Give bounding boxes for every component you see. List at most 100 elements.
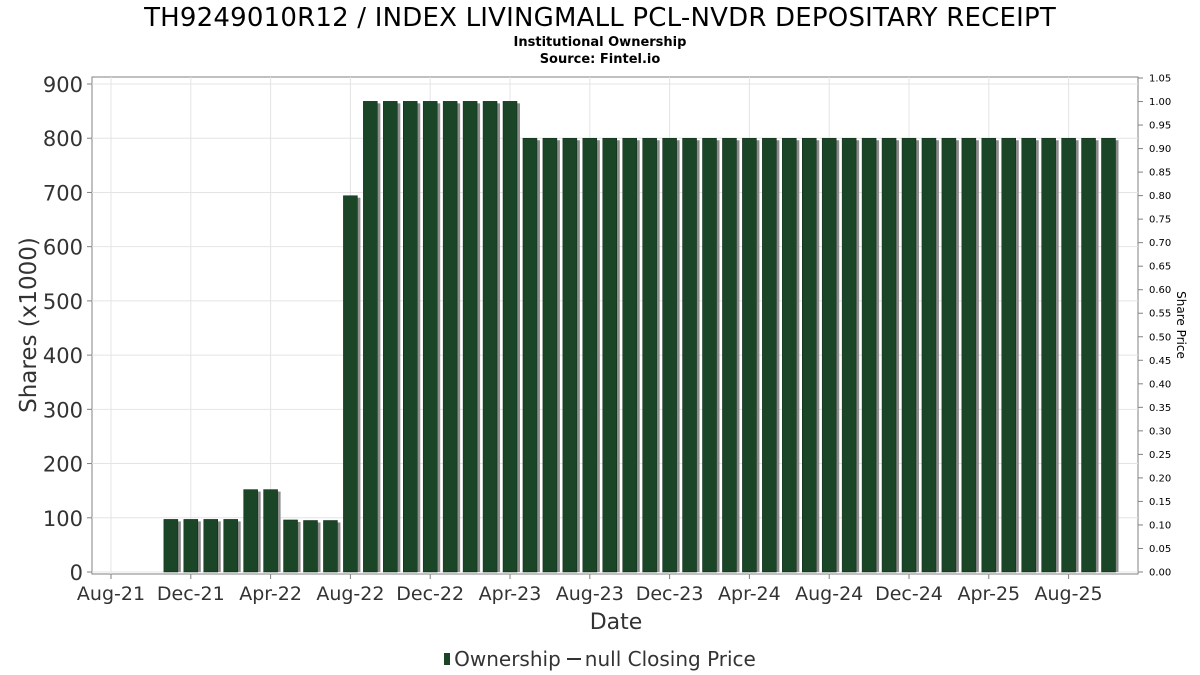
y-tick-label: 700	[43, 181, 83, 205]
legend-ownership-label: Ownership	[454, 647, 561, 671]
x-tick-label: Apr-23	[479, 583, 542, 605]
ownership-bar	[841, 137, 857, 573]
y2-tick-label: 0.45	[1149, 356, 1171, 367]
ownership-bar	[263, 489, 278, 573]
legend-price-label: null Closing Price	[584, 647, 756, 671]
y2-tick-label: 0.20	[1149, 473, 1171, 484]
ownership-bar	[921, 137, 937, 573]
y2-tick-label: 0.35	[1149, 403, 1171, 414]
y-axis-right: 0.00 0.05 0.10 0.15 0.20 0.25 0.30 0.35 0.40 0.45…	[1138, 74, 1171, 579]
y2-tick-label: 0.05	[1149, 544, 1171, 555]
x-axis: Aug-21 Dec-21 Apr-22 Aug-22 Dec-22 Apr-23 Aug-…	[77, 574, 1103, 605]
ownership-bar	[283, 519, 298, 573]
ownership-bar	[1021, 137, 1036, 573]
y2-tick-label: 0.60	[1149, 285, 1171, 296]
y2-tick-label: 0.80	[1149, 191, 1171, 202]
ownership-bar	[562, 137, 578, 573]
y2-tick-label: 0.40	[1149, 379, 1171, 390]
x-tick-label: Dec-23	[636, 583, 704, 605]
ownership-bar	[1061, 137, 1076, 573]
y2-tick-label: 0.85	[1149, 168, 1171, 179]
ownership-bar	[1041, 137, 1056, 573]
bar-series-ownership	[163, 101, 1119, 573]
y2-tick-label: 0.70	[1149, 238, 1171, 249]
x-tick-label: Aug-24	[795, 583, 863, 605]
chart-legend: Ownership null Closing Price	[0, 647, 1200, 671]
ownership-bar	[1081, 137, 1096, 573]
ownership-bar	[961, 137, 977, 573]
x-tick-label: Aug-21	[77, 583, 145, 605]
y-tick-label: 200	[43, 453, 83, 477]
ownership-bar	[183, 519, 199, 573]
y-tick-label: 800	[43, 127, 83, 151]
y-tick-label: 400	[43, 344, 83, 368]
y2-tick-label: 0.55	[1149, 309, 1171, 320]
y2-tick-label: 0.15	[1149, 497, 1171, 508]
price-legend-swatch	[566, 658, 581, 660]
ownership-bar	[482, 101, 498, 573]
y-tick-label: 500	[43, 290, 83, 314]
x-tick-label: Apr-24	[718, 583, 781, 605]
y2-tick-label: 0.30	[1149, 426, 1171, 437]
y2-tick-label: 0.10	[1149, 520, 1171, 531]
x-tick-label: Apr-22	[239, 583, 302, 605]
chart-title: TH9249010R12 / INDEX LIVINGMALL PCL-NVDR…	[144, 3, 1056, 33]
y-tick-label: 600	[43, 236, 83, 260]
chart-source: Source: Fintel.io	[539, 52, 661, 67]
y-axis-label: Shares (x1000)	[16, 237, 42, 413]
ownership-bar	[602, 137, 617, 573]
y-tick-label: 100	[43, 507, 83, 531]
ownership-legend-swatch	[444, 653, 451, 665]
x-tick-label: Aug-22	[316, 583, 384, 605]
y2-axis-label: Share Price	[1174, 291, 1188, 359]
ownership-bar	[941, 137, 957, 573]
y-axis-left: 0 100 200 300 400 500 600 700 800 900	[43, 73, 92, 585]
ownership-bar	[742, 137, 757, 573]
ownership-bar	[861, 137, 877, 573]
ownership-bar	[702, 137, 717, 573]
ownership-bar	[1101, 137, 1116, 573]
y2-tick-label: 0.75	[1149, 215, 1171, 226]
ownership-bar	[622, 137, 637, 573]
y2-tick-label: 1.05	[1149, 74, 1171, 85]
ownership-bar	[1001, 137, 1016, 573]
ownership-bar	[243, 489, 258, 573]
y2-tick-label: 0.90	[1149, 144, 1171, 155]
ownership-bar	[363, 101, 378, 573]
ownership-bar	[782, 137, 797, 573]
y2-tick-label: 1.00	[1149, 97, 1171, 108]
ownership-bar	[522, 137, 538, 573]
ownership-bar	[582, 137, 598, 573]
x-tick-label: Dec-24	[875, 583, 943, 605]
x-axis-label: Date	[590, 610, 643, 635]
x-tick-label: Apr-25	[957, 583, 1020, 605]
ownership-bar	[981, 137, 997, 573]
x-tick-label: Dec-21	[157, 583, 225, 605]
y2-tick-label: 0.00	[1149, 568, 1171, 579]
y2-tick-label: 0.25	[1149, 450, 1171, 461]
ownership-chart: 0 100 200 300 400 500 600 700 800 900 0.00 0.05 0.1…	[16, 73, 1188, 635]
ownership-bar	[203, 519, 218, 573]
x-tick-label: Aug-25	[1035, 583, 1103, 605]
ownership-bar	[303, 520, 318, 573]
ownership-bar	[462, 101, 478, 573]
ownership-bar	[642, 137, 657, 573]
ownership-bar	[343, 195, 358, 573]
ownership-bar	[323, 520, 338, 573]
ownership-bar	[901, 137, 917, 573]
ownership-bar	[881, 137, 897, 573]
ownership-bar	[163, 519, 179, 573]
y2-tick-label: 0.95	[1149, 121, 1171, 132]
ownership-bar	[821, 137, 837, 573]
x-tick-label: Dec-22	[396, 583, 464, 605]
ownership-bar	[403, 101, 418, 573]
y-tick-label: 0	[70, 561, 83, 585]
chart-subtitle: Institutional Ownership	[513, 35, 687, 50]
ownership-bar	[722, 137, 737, 573]
ownership-bar	[502, 101, 518, 573]
ownership-bar	[802, 137, 817, 573]
ownership-bar	[442, 101, 458, 573]
y2-tick-label: 0.65	[1149, 262, 1171, 273]
ownership-bar	[383, 101, 398, 573]
ownership-bar	[682, 137, 697, 573]
